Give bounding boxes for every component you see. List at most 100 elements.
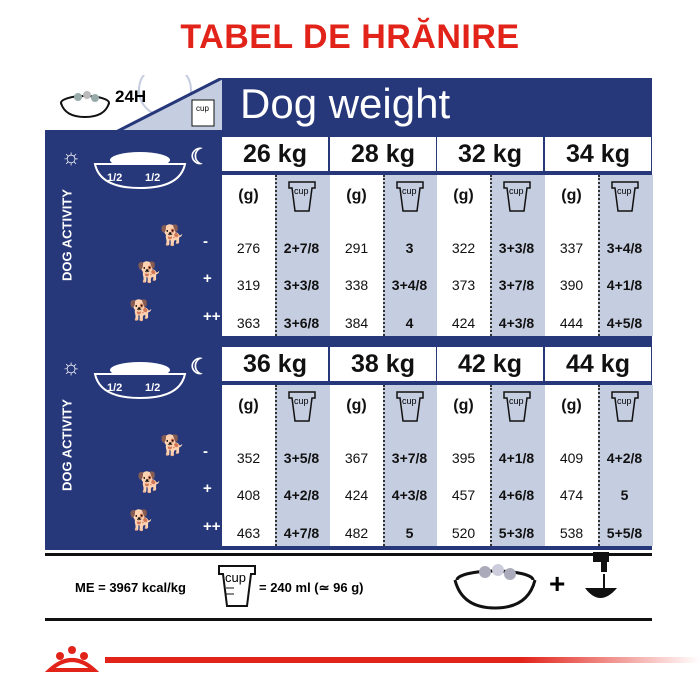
grams-value: 424 xyxy=(344,487,369,503)
cup-icon: cup xyxy=(598,179,651,216)
cup-column xyxy=(383,385,438,546)
header-corner: cup xyxy=(110,78,223,135)
weight-header: 34 kg xyxy=(545,137,651,171)
grams-value: 463 xyxy=(236,525,261,541)
cup-icon: cup xyxy=(275,389,328,426)
svg-text:cup: cup xyxy=(617,396,632,406)
column-body: (g) cup 395 4+1/8 457 4+6/8 520 5+3/8 xyxy=(437,385,545,546)
cups-value: 3+7/8 xyxy=(498,277,535,293)
activity-level: ++ xyxy=(203,518,221,535)
bowl-half-label: 1/2 xyxy=(107,382,123,394)
cup-column xyxy=(598,175,653,336)
cup-icon: cup xyxy=(383,179,436,216)
svg-text:cup: cup xyxy=(402,186,417,196)
dog-activity-icon: 🐕 xyxy=(137,262,162,284)
dog-activity-text: DOG ACTIVITY xyxy=(59,399,75,491)
grams-unit: (g) xyxy=(346,397,367,414)
weight-header: 42 kg xyxy=(437,347,543,381)
cup-column xyxy=(275,175,330,336)
activity-level: + xyxy=(203,480,212,497)
cup-column xyxy=(598,385,653,546)
grams-value: 444 xyxy=(559,315,584,331)
weight-header: 28 kg xyxy=(330,137,436,171)
grams-value: 390 xyxy=(559,277,584,293)
energy-value: ME = 3967 kcal/kg xyxy=(75,580,186,595)
cups-value: 4+6/8 xyxy=(498,487,535,503)
grams-value: 319 xyxy=(236,277,261,293)
cups-value: 5 xyxy=(405,525,414,541)
cups-value: 5 xyxy=(620,487,629,503)
cups-value: 4+2/8 xyxy=(606,450,643,466)
activity-panel: DOG ACTIVITY 1/2 1/2 ☼ ☾ 🐕 - 🐕 + 🐕 ++ xyxy=(45,130,222,340)
cups-value: 4+3/8 xyxy=(391,487,428,503)
column-body: (g) cup 367 3+7/8 424 4+3/8 482 5 xyxy=(330,385,438,546)
sun-icon: ☼ xyxy=(61,354,82,379)
grams-unit: (g) xyxy=(238,187,259,204)
cups-value: 3+3/8 xyxy=(283,277,320,293)
grams-value: 395 xyxy=(451,450,476,466)
cups-value: 4+1/8 xyxy=(498,450,535,466)
bowl-half-label: 1/2 xyxy=(107,172,123,184)
weight-column: 34 kg (g) cup 337 3+4/8 390 4+1/8 444 4+5/8 xyxy=(545,137,653,340)
column-body: (g) cup 291 3 338 3+4/8 384 4 xyxy=(330,175,438,336)
grams-unit: (g) xyxy=(453,187,474,204)
bowl-half-label: 1/2 xyxy=(145,382,161,394)
grams-value: 338 xyxy=(344,277,369,293)
cups-value: 3+5/8 xyxy=(283,450,320,466)
column-body: (g) cup 322 3+3/8 373 3+7/8 424 4+3/8 xyxy=(437,175,545,336)
period-label: 24H xyxy=(115,87,147,106)
bowl-half-label: 1/2 xyxy=(145,172,161,184)
bowl-icon xyxy=(453,564,537,610)
water-tap-icon xyxy=(585,552,617,598)
grams-value: 352 xyxy=(236,450,261,466)
cups-value: 3+4/8 xyxy=(391,277,428,293)
cups-value: 4+1/8 xyxy=(606,277,643,293)
cups-value: 4+7/8 xyxy=(283,525,320,541)
grams-unit: (g) xyxy=(453,397,474,414)
cup-column xyxy=(275,385,330,546)
cups-value: 4+3/8 xyxy=(498,315,535,331)
grams-value: 291 xyxy=(344,240,369,256)
grams-value: 520 xyxy=(451,525,476,541)
grams-value: 408 xyxy=(236,487,261,503)
grams-value: 276 xyxy=(236,240,261,256)
page-title: TABEL DE HRĂNIRE xyxy=(180,18,520,56)
weight-column: 36 kg (g) cup 352 3+5/8 408 4+2/8 463 4+7/8 xyxy=(222,347,330,550)
weight-header: 36 kg xyxy=(222,347,328,381)
grams-value: 457 xyxy=(451,487,476,503)
dog-activity-icon: 🐕 xyxy=(160,225,185,247)
bowl-icon xyxy=(60,63,192,119)
weight-header: 38 kg xyxy=(330,347,436,381)
svg-text:cup: cup xyxy=(509,396,524,406)
moon-icon: ☾ xyxy=(190,354,210,379)
svg-text:cup: cup xyxy=(225,570,246,585)
grams-value: 474 xyxy=(559,487,584,503)
svg-text:cup: cup xyxy=(617,186,632,196)
cups-value: 2+7/8 xyxy=(283,240,320,256)
plus-sign: + xyxy=(549,568,566,599)
cups-value: 3+6/8 xyxy=(283,315,320,331)
cups-value: 5+5/8 xyxy=(606,525,643,541)
weight-header: 44 kg xyxy=(545,347,651,381)
weight-header: 32 kg xyxy=(437,137,543,171)
grams-unit: (g) xyxy=(561,397,582,414)
dog-activity-icon: 🐕 xyxy=(129,510,154,532)
bowl-halves-icon xyxy=(90,150,190,190)
column-body: (g) cup 276 2+7/8 319 3+3/8 363 3+6/8 xyxy=(222,175,330,336)
cup-icon: cup xyxy=(490,389,543,426)
weight-column: 26 kg (g) cup 276 2+7/8 319 3+3/8 363 3+6/8 xyxy=(222,137,330,340)
cup-icon: cup xyxy=(598,389,651,426)
weight-header: 26 kg xyxy=(222,137,328,171)
activity-level: - xyxy=(203,443,208,460)
cups-value: 3+3/8 xyxy=(498,240,535,256)
cups-value: 4 xyxy=(405,315,414,331)
grams-value: 322 xyxy=(451,240,476,256)
grams-value: 482 xyxy=(344,525,369,541)
brand-line xyxy=(105,657,700,663)
cup-icon: cup xyxy=(218,565,256,607)
cup-icon: cup xyxy=(490,179,543,216)
weight-column: 28 kg (g) cup 291 3 338 3+4/8 384 4 xyxy=(330,137,438,340)
activity-level: - xyxy=(203,233,208,250)
column-body: (g) cup 337 3+4/8 390 4+1/8 444 4+5/8 xyxy=(545,175,653,336)
dog-activity-icon: 🐕 xyxy=(160,435,185,457)
